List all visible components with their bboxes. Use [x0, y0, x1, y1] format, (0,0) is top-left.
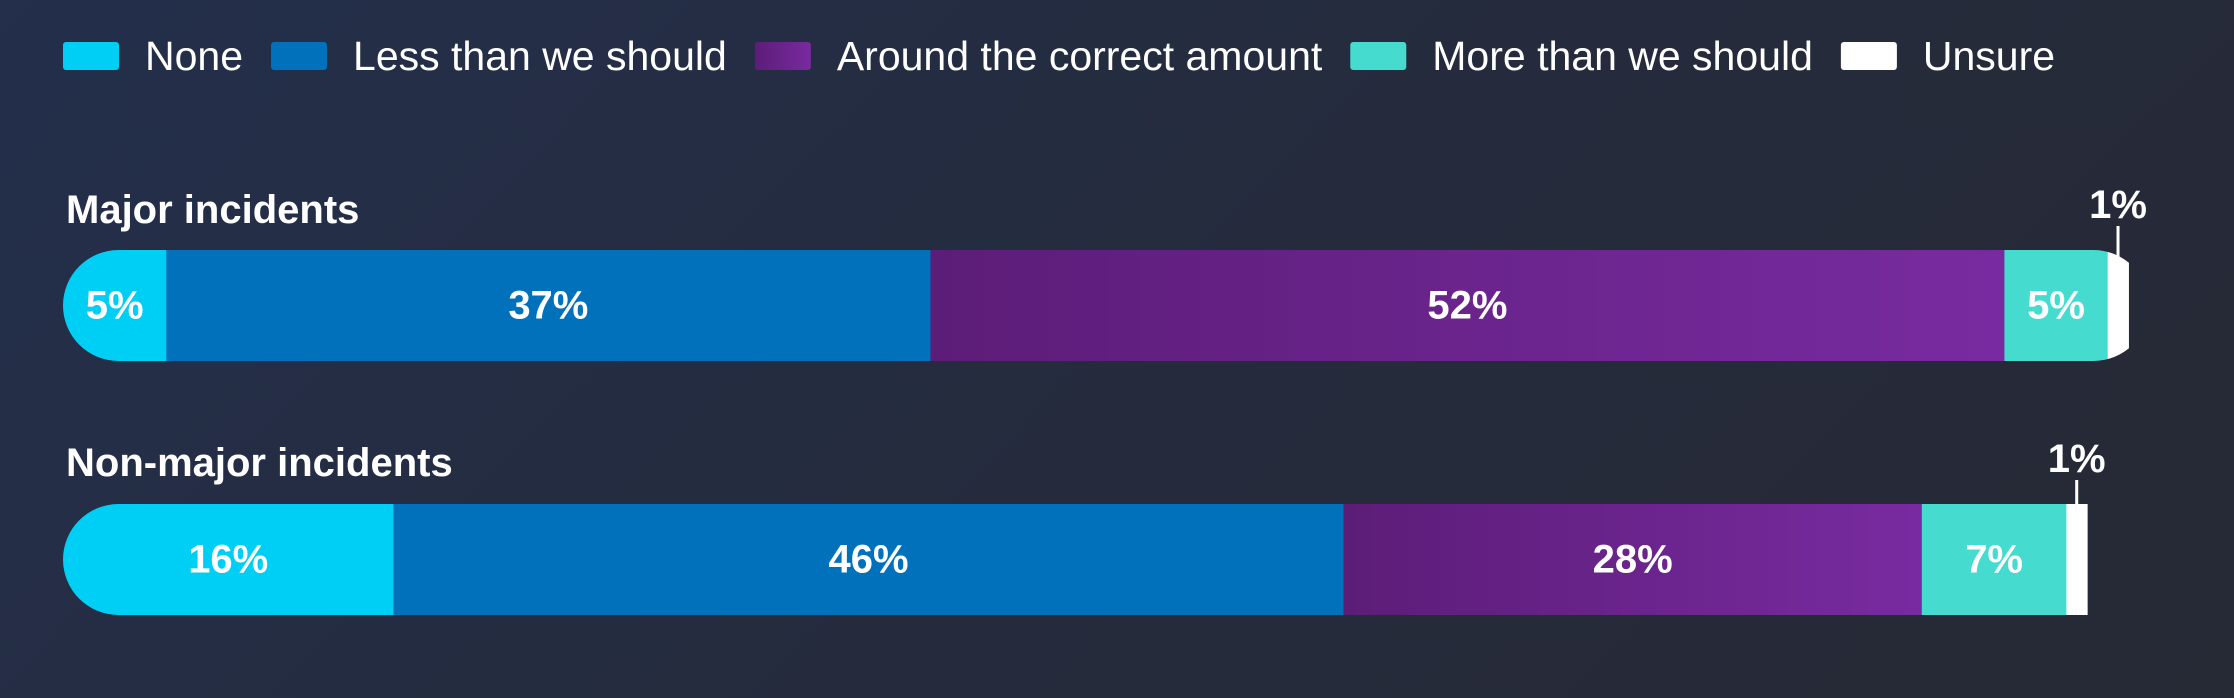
bar-segment-around-the-correct-amount [1343, 504, 1923, 615]
data-label-less-than-we-should: 46% [828, 538, 908, 582]
bar-segment-less-than-we-should [393, 504, 1345, 615]
bar-segment-more-than-we-should [2004, 250, 2109, 361]
legend-label-around-the-correct-amount: Around the correct amount [837, 33, 1323, 79]
bar-segment-none [63, 504, 395, 615]
data-label-around-the-correct-amount: 52% [1427, 284, 1507, 328]
bar-segment-unsure [2107, 250, 2129, 361]
row-label: Non-major incidents [66, 441, 453, 485]
bar-row-major-incidents: Major incidents 5% 37% 52% 5% 1% [63, 183, 2147, 361]
bar-segment-less-than-we-should [166, 250, 932, 361]
legend: None Less than we should Around the correc… [63, 33, 2055, 79]
legend-swatch-none [63, 42, 119, 70]
bar-row-non-major-incidents: Non-major incidents 16% 46% 28% 7% 1% [63, 437, 2106, 615]
legend-label-none: None [145, 33, 243, 79]
bar-track [63, 504, 2088, 615]
legend-label-unsure: Unsure [1923, 33, 2055, 79]
bar-segment-around-the-correct-amount [930, 250, 2006, 361]
bar-segment-more-than-we-should [1921, 504, 2067, 615]
legend-swatch-around-the-correct-amount [754, 42, 811, 70]
row-label: Major incidents [66, 188, 359, 232]
bar-segment-unsure [2066, 504, 2088, 615]
legend-swatch-more-than-we-should [1350, 42, 1407, 70]
data-label-less-than-we-should: 37% [508, 284, 588, 328]
legend-swatch-less-than-we-should [271, 42, 328, 70]
bar-segment-none [63, 250, 167, 361]
legend-label-less-than-we-should: Less than we should [353, 33, 727, 79]
data-label-more-than-we-should: 7% [1965, 538, 2023, 582]
data-label-none: 5% [86, 284, 144, 328]
data-label-unsure: 1% [2048, 437, 2106, 481]
data-label-around-the-correct-amount: 28% [1593, 538, 1673, 582]
legend-label-more-than-we-should: More than we should [1432, 33, 1813, 79]
bar-track [63, 250, 2129, 361]
data-label-more-than-we-should: 5% [2027, 284, 2085, 328]
data-label-unsure: 1% [2089, 183, 2147, 227]
data-label-none: 16% [188, 538, 268, 582]
legend-swatch-unsure [1840, 42, 1897, 70]
